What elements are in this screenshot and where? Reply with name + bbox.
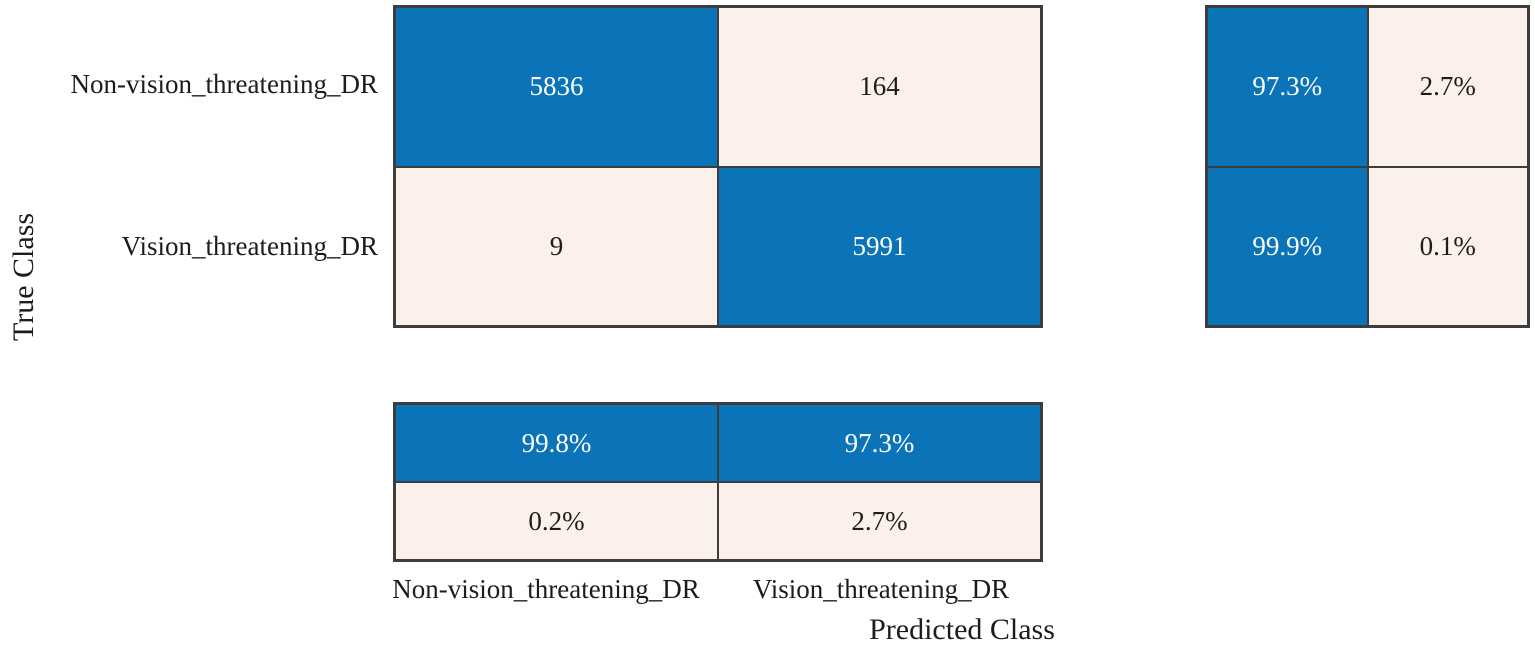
row-summary-cell-r2-incorrect: 0.1% (1367, 166, 1528, 326)
matrix-cell-r1c1: 5836 (395, 7, 718, 167)
column-summary-cell-c1-incorrect: 0.2% (395, 482, 718, 560)
column-summary-cell-c2-incorrect: 2.7% (718, 482, 1041, 560)
matrix-cell-r1c2: 164 (718, 7, 1041, 167)
matrix-cell-r2c1: 9 (395, 166, 718, 326)
y-tick-label-non-vision-threatening-dr: Non-vision_threatening_DR (70, 69, 378, 99)
row-summary-cell-r1-correct: 97.3% (1207, 7, 1368, 167)
x-tick-label-non-vision-threatening-dr: Non-vision_threatening_DR (392, 574, 700, 604)
x-tick-label-vision-threatening-dr: Vision_threatening_DR (752, 574, 1010, 604)
column-summary-cell-c2-correct: 97.3% (718, 404, 1041, 482)
column-summary-cell-c1-correct: 99.8% (395, 404, 718, 482)
row-summary-cell-r1-incorrect: 2.7% (1367, 7, 1528, 167)
confusion-matrix-panel: 5836 164 9 5991 (393, 5, 1043, 328)
row-summary-panel: 97.3% 2.7% 99.9% 0.1% (1205, 5, 1530, 328)
row-summary-cell-r2-correct: 99.9% (1207, 166, 1368, 326)
column-summary-panel: 99.8% 97.3% 0.2% 2.7% (393, 402, 1043, 562)
matrix-cell-r2c2: 5991 (718, 166, 1041, 326)
x-axis-label: Predicted Class (869, 613, 1055, 646)
y-tick-label-vision-threatening-dr: Vision_threatening_DR (121, 231, 378, 261)
